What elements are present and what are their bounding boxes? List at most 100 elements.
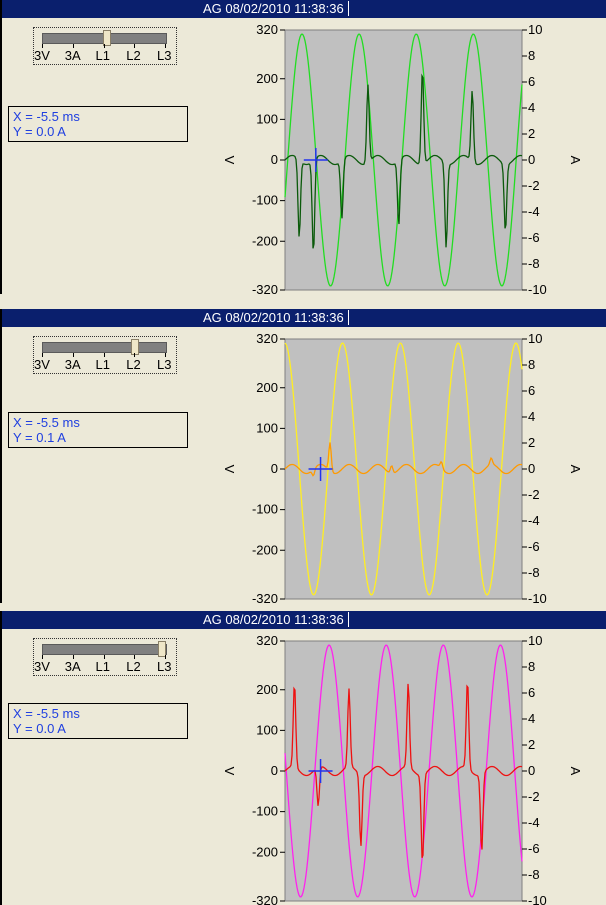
right-axis-label: A [568, 156, 583, 165]
cursor-crosshair[interactable] [303, 148, 328, 172]
right-tick-label: 6 [528, 383, 535, 398]
left-border [0, 309, 2, 603]
right-tick-label: -8 [528, 565, 540, 580]
selector-option-l1[interactable]: L1 [95, 659, 110, 674]
right-tick-label: 8 [528, 659, 535, 674]
selector-option-l2[interactable]: L2 [126, 357, 141, 372]
phase-selector[interactable]: 3V 3A L1 L2 L3 [33, 27, 177, 65]
cursor-readout: X = -5.5 ms Y = 0.0 A [8, 703, 188, 739]
cursor-crosshair[interactable] [308, 759, 333, 783]
selector-option-3a[interactable]: 3A [64, 357, 81, 372]
left-axis: 320 200 100 0 -100 -200 -320 [252, 331, 285, 603]
right-tick-label: 8 [528, 357, 535, 372]
right-tick-label: -6 [528, 539, 540, 554]
right-tick-label: 4 [528, 711, 535, 726]
right-tick-label: -2 [528, 178, 540, 193]
right-tick-label: -2 [528, 487, 540, 502]
selector-option-l3[interactable]: L3 [157, 48, 172, 63]
selector-tick-mark [72, 353, 74, 357]
left-tick-label: 0 [271, 152, 278, 167]
left-tick-label: -200 [252, 542, 278, 557]
right-tick-label: 0 [528, 461, 535, 476]
waveform-chart[interactable]: 320 200 100 0 -100 -200 -320 10 8 6 4 2 0 -2 -4 -6 -8 -10… [199, 329, 604, 603]
selector-option-3v[interactable]: 3V [34, 48, 50, 63]
panel-title: AG 08/02/2010 11:38:36 [199, 1, 349, 16]
selector-tick-mark [134, 353, 136, 357]
right-axis-label: A [568, 465, 583, 474]
selector-option-l2[interactable]: L2 [126, 659, 141, 674]
selector-tick-mark [42, 44, 43, 48]
phase-selector[interactable]: 3V 3A L1 L2 L3 [33, 336, 177, 374]
selector-option-3a[interactable]: 3A [64, 48, 81, 63]
right-tick-label: -2 [528, 789, 540, 804]
cursor-y-value: Y = 0.0 A [13, 721, 66, 736]
right-tick-label: 4 [528, 409, 535, 424]
left-tick-label: 200 [256, 71, 278, 86]
left-tick-label: 200 [256, 682, 278, 697]
selector-tick-mark [165, 655, 166, 659]
left-tick-label: -200 [252, 233, 278, 248]
selector-track[interactable] [42, 641, 167, 657]
waveform-chart[interactable]: 320 200 100 0 -100 -200 -320 10 8 6 4 2 0 -2 -4 -6 -8 -10… [199, 20, 604, 294]
selector-option-3v[interactable]: 3V [34, 357, 50, 372]
cursor-x-value: X = -5.5 ms [13, 415, 80, 430]
panel-title: AG 08/02/2010 11:38:36 [199, 612, 349, 627]
waveform-panel-3: AG 08/02/2010 11:38:36 3V 3A L1 L2 L3 X = -5… [0, 611, 606, 905]
left-tick-label: 320 [256, 633, 278, 648]
waveform-panel-1: AG 08/02/2010 11:38:36 3V 3A L1 L2 L3 X = -5… [0, 0, 606, 294]
left-tick-label: 100 [256, 722, 278, 737]
selector-thumb[interactable] [102, 30, 111, 46]
selector-option-l1[interactable]: L1 [95, 48, 110, 63]
cursor-x-value: X = -5.5 ms [13, 706, 80, 721]
waveform-chart[interactable]: 320 200 100 0 -100 -200 -320 10 8 6 4 2 0 -2 -4 -6 -8 -10… [199, 631, 604, 905]
selector-option-3a[interactable]: 3A [64, 659, 81, 674]
selector-tick-mark [103, 655, 105, 659]
left-tick-label: -320 [252, 893, 278, 905]
selector-track[interactable] [42, 339, 167, 355]
selector-option-l3[interactable]: L3 [157, 659, 172, 674]
right-tick-label: -10 [528, 591, 547, 603]
panel-title-bar: AG 08/02/2010 11:38:36 [0, 309, 606, 327]
cursor-y-value: Y = 0.0 A [13, 124, 66, 139]
phase-selector[interactable]: 3V 3A L1 L2 L3 [33, 638, 177, 676]
right-tick-label: 4 [528, 100, 535, 115]
selector-track[interactable] [42, 30, 167, 46]
selector-tick-mark [165, 44, 166, 48]
selector-tick-mark [72, 44, 74, 48]
selector-option-l1[interactable]: L1 [95, 357, 110, 372]
right-tick-label: -6 [528, 230, 540, 245]
right-axis: 10 8 6 4 2 0 -2 -4 -6 -8 -10 [522, 331, 547, 603]
left-border [0, 611, 2, 905]
selector-tick-mark [103, 353, 105, 357]
selector-tick-mark [134, 655, 136, 659]
left-axis: 320 200 100 0 -100 -200 -320 [252, 22, 285, 294]
voltage-trace [284, 342, 523, 596]
waveform-panel-2: AG 08/02/2010 11:38:36 3V 3A L1 L2 L3 X = -5… [0, 309, 606, 603]
selector-tick-mark [42, 353, 43, 357]
right-tick-label: -4 [528, 204, 540, 219]
cursor-x-value: X = -5.5 ms [13, 109, 80, 124]
selector-option-l3[interactable]: L3 [157, 357, 172, 372]
selector-option-3v[interactable]: 3V [34, 659, 50, 674]
selector-option-l2[interactable]: L2 [126, 48, 141, 63]
selector-tick-mark [165, 353, 166, 357]
voltage-trace [284, 33, 523, 287]
right-tick-label: 10 [528, 633, 542, 648]
panel-title: AG 08/02/2010 11:38:36 [199, 310, 349, 325]
left-tick-label: -100 [252, 193, 278, 208]
right-tick-label: 2 [528, 435, 535, 450]
left-tick-label: 0 [271, 461, 278, 476]
selector-thumb[interactable] [158, 641, 166, 657]
current-trace [284, 442, 523, 477]
left-axis-label: V [222, 156, 237, 165]
cursor-crosshair[interactable] [308, 457, 333, 481]
right-tick-label: 10 [528, 331, 542, 346]
left-tick-label: -200 [252, 844, 278, 859]
left-axis-label: V [222, 465, 237, 474]
left-border [0, 0, 2, 294]
cursor-readout: X = -5.5 ms Y = 0.0 A [8, 106, 188, 142]
right-tick-label: -8 [528, 867, 540, 882]
left-tick-label: -320 [252, 282, 278, 294]
right-axis-label: A [568, 767, 583, 776]
right-tick-label: -4 [528, 815, 540, 830]
